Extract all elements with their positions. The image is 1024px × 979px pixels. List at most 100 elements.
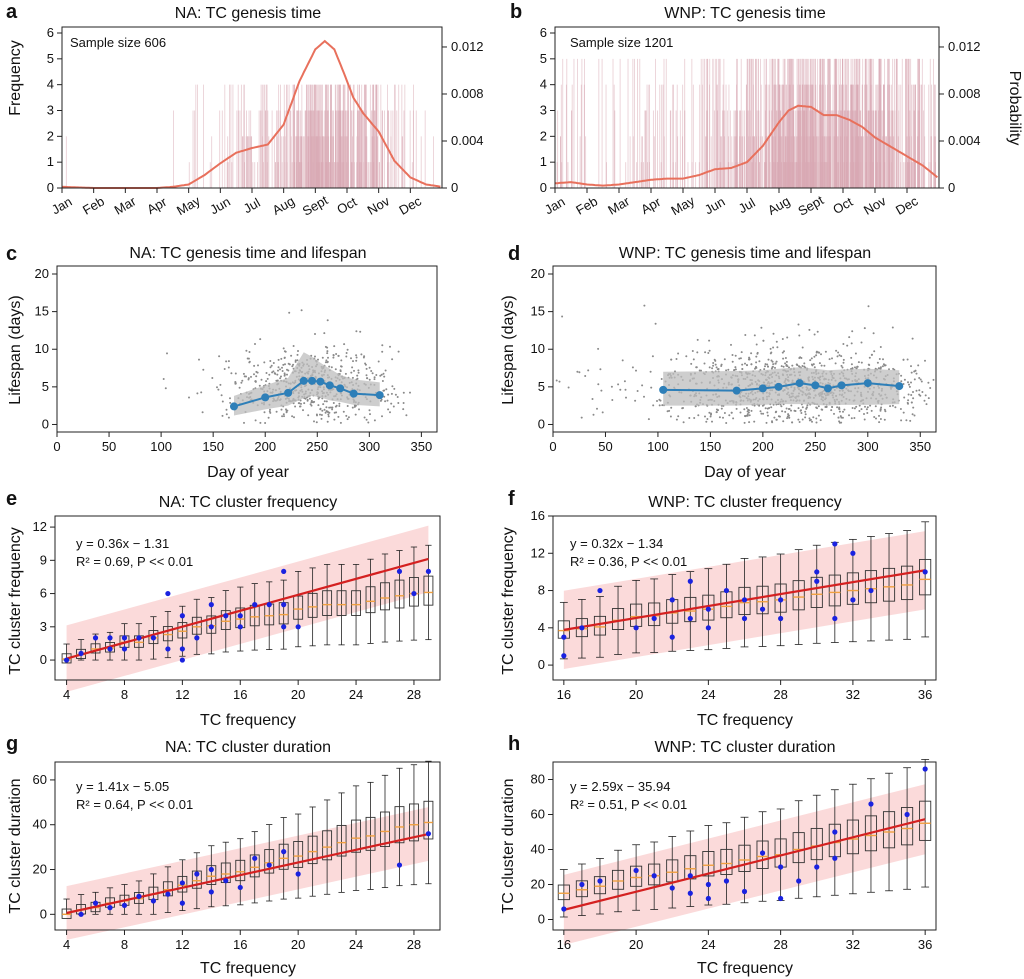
scatter-point — [365, 367, 368, 370]
sample-point-e — [179, 646, 185, 652]
scatter-point — [797, 418, 800, 421]
sample-point-f — [705, 625, 711, 631]
xtick-label-e: 4 — [63, 687, 70, 702]
scatter-point — [610, 385, 613, 388]
scatter-point — [196, 392, 199, 395]
scatter-point — [770, 367, 773, 370]
ytick-label-e: 9 — [40, 552, 47, 567]
scatter-point — [270, 364, 273, 367]
scatter-point — [248, 351, 251, 353]
scatter-point — [248, 360, 251, 363]
scatter-point — [355, 356, 358, 359]
scatter-point — [883, 364, 886, 367]
scatter-point — [587, 369, 590, 372]
scatter-point — [636, 390, 639, 392]
scatter-point — [283, 415, 285, 418]
sample-point-f — [850, 597, 856, 603]
scatter-point — [769, 352, 772, 355]
sample-point-g — [165, 891, 171, 897]
scatter-point — [830, 409, 833, 412]
scatter-point — [834, 362, 837, 365]
xtick-label-h: 16 — [557, 937, 571, 952]
scatter-point — [775, 360, 778, 363]
scatter-point — [390, 402, 393, 405]
scatter-point — [810, 357, 813, 360]
scatter-point — [784, 357, 787, 359]
scatter-point — [321, 409, 324, 412]
scatter-point — [746, 413, 749, 416]
scatter-point — [911, 337, 914, 340]
scatter-point — [764, 363, 767, 366]
scatter-point — [906, 358, 909, 361]
scatter-point — [337, 354, 340, 357]
scatter-point — [692, 358, 695, 361]
scatter-point — [748, 409, 750, 412]
sample-point-f — [669, 597, 675, 603]
sample-point-e — [121, 646, 128, 652]
scatter-point — [373, 376, 376, 379]
scatter-point — [327, 415, 330, 418]
sample-point-h — [778, 895, 784, 902]
scatter-point — [871, 353, 873, 356]
scatter-point — [624, 388, 627, 391]
box — [810, 576, 823, 608]
ytick-label-b: 0 — [540, 180, 547, 195]
scatter-point — [878, 421, 881, 424]
xtick-label-e: 28 — [407, 687, 421, 702]
xtick-label-e: 8 — [121, 687, 128, 702]
scatter-point — [914, 369, 917, 372]
box — [756, 585, 769, 615]
scatter-point — [675, 418, 678, 421]
scatter-point — [748, 421, 751, 424]
scatter-point — [705, 420, 708, 423]
sample-point-e — [165, 646, 171, 652]
scatter-point — [925, 403, 928, 406]
scatter-point — [710, 413, 712, 416]
scatter-point — [703, 362, 706, 365]
scatter-point — [782, 357, 785, 360]
scatter-point — [731, 354, 734, 356]
scatter-point — [276, 379, 279, 382]
scatter-point — [920, 380, 923, 383]
sample-point-e — [266, 602, 272, 608]
scatter-point — [843, 408, 846, 411]
scatter-point — [696, 351, 699, 354]
scatter-point — [708, 339, 711, 342]
scatter-point — [331, 406, 334, 409]
panel-label-b: b — [510, 1, 522, 23]
scatter-point — [284, 350, 287, 353]
scatter-point — [281, 370, 284, 372]
scatter-point — [227, 416, 230, 419]
scatter-point — [734, 368, 737, 371]
panel-label-a: a — [6, 1, 18, 23]
box — [148, 630, 159, 645]
xtick-label-g: 20 — [291, 937, 305, 952]
scatter-point — [709, 415, 712, 418]
scatter-point — [296, 359, 299, 362]
scatter-point — [712, 362, 715, 364]
scatter-point — [842, 410, 844, 413]
scatter-point — [924, 359, 926, 362]
scatter-point — [310, 404, 313, 407]
xtick-label-g: 28 — [407, 937, 421, 952]
sample-point-h — [705, 881, 711, 888]
scatter-point — [743, 421, 746, 424]
mean-point-d — [823, 384, 832, 393]
scatter-point — [264, 422, 267, 424]
scatter-point — [851, 367, 854, 370]
scatter-point — [815, 354, 818, 357]
scatter-point — [272, 370, 275, 373]
xtick-label-a: Aug — [270, 193, 298, 218]
scatter-point — [326, 420, 329, 423]
scatter-point — [280, 357, 283, 360]
scatter-point — [635, 369, 637, 372]
ytick-label-a: 4 — [47, 77, 54, 92]
ytick-label-c: 15 — [35, 304, 49, 319]
scatter-point — [394, 393, 397, 396]
scatter-point — [808, 419, 811, 422]
scatter-point — [902, 411, 905, 414]
scatter-point — [782, 365, 785, 368]
scatter-point — [389, 345, 391, 348]
sample-point-f — [651, 615, 657, 622]
scatter-point — [321, 356, 324, 359]
